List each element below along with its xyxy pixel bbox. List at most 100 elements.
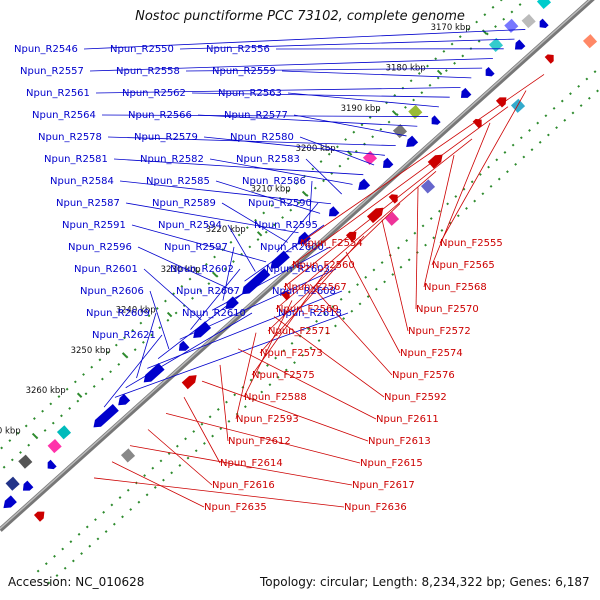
feature-box <box>504 18 519 33</box>
forward-leader-line <box>273 316 385 398</box>
feature-box-shape <box>384 211 400 226</box>
forward-leader-line <box>219 364 229 442</box>
feature-box <box>510 98 526 113</box>
forward-leader-line <box>251 267 329 376</box>
feature-box-shape <box>5 476 20 491</box>
forward-gene-label: Npun_F2555 <box>440 238 503 249</box>
kbp-tick-label: 3260 kbp <box>26 386 66 396</box>
forward-leader-line <box>201 380 369 442</box>
forward-gene-label: Npun_F2635 <box>204 502 267 513</box>
reverse-gene <box>485 67 495 77</box>
reverse-leader-line <box>143 268 202 321</box>
map-title: Nostoc punctiforme PCC 73102, complete g… <box>135 9 465 24</box>
forward-gene-label: Npun_F2565 <box>432 260 495 271</box>
feature-box-shape <box>408 104 423 120</box>
kbp-tick-mark <box>481 29 488 35</box>
kbp-tick-mark <box>166 311 173 318</box>
forward-gene-label: Npun_F2593 <box>236 414 299 425</box>
reverse-leader-line <box>215 180 321 214</box>
reverse-gene-label: Npun_R2561 <box>26 88 90 99</box>
forward-gene-label: Npun_F2575 <box>252 370 315 381</box>
reverse-gene <box>514 39 526 50</box>
feature-box <box>408 104 423 120</box>
reverse-gene-label: Npun_R2607 <box>176 286 240 297</box>
forward-gene <box>33 511 45 522</box>
reverse-gene-label: Npun_R2558 <box>116 66 180 77</box>
forward-gene-label: Npun_F2571 <box>268 326 331 337</box>
forward-gene-label: Npun_F2554 <box>300 238 363 249</box>
reverse-gene <box>47 459 57 470</box>
reverse-leader-line <box>299 136 375 166</box>
feature-box-shape <box>582 34 598 49</box>
reverse-leader-line <box>293 114 407 137</box>
forward-gene-label: Npun_F2568 <box>424 282 487 293</box>
reverse-leader-line <box>287 92 439 108</box>
forward-gene-shape <box>544 54 554 64</box>
feature-box <box>384 211 400 226</box>
feature-box-shape <box>504 18 519 33</box>
kbp-tick-mark <box>31 432 38 439</box>
kbp-tick-mark <box>256 231 263 237</box>
forward-gene <box>280 291 290 301</box>
feature-box <box>5 476 20 491</box>
feature-box <box>582 34 598 49</box>
grid-line <box>0 0 503 451</box>
forward-gene-shape <box>181 375 197 390</box>
forward-gene-label: Npun_F2592 <box>384 392 447 403</box>
reverse-leader-line <box>244 224 325 282</box>
feature-box <box>536 0 552 10</box>
forward-leader-line <box>283 138 473 288</box>
reverse-gene-label: Npun_R2601 <box>74 264 138 275</box>
reverse-leader-line <box>136 312 157 379</box>
forward-leader-line <box>309 283 393 376</box>
feature-box-shape <box>120 448 136 463</box>
reverse-gene <box>3 495 17 509</box>
reverse-gene-label: Npun_R2580 <box>230 132 294 143</box>
reverse-gene-label: Npun_R2564 <box>32 110 96 121</box>
reverse-leader-line <box>131 224 267 263</box>
reverse-leader-line <box>137 246 234 292</box>
reverse-gene-label: Npun_R2610 <box>182 308 246 319</box>
reverse-gene-label: Npun_R2557 <box>20 66 84 77</box>
reverse-gene-label: Npun_R2609 <box>86 308 150 319</box>
reverse-gene-label: Npun_R2550 <box>110 44 174 55</box>
forward-gene-label: Npun_F2569 <box>276 304 339 315</box>
feature-box <box>120 448 136 463</box>
reverse-gene <box>93 403 119 428</box>
reverse-leader-line <box>114 312 349 398</box>
kbp-tick-label: 3220 kbp <box>206 225 246 235</box>
reverse-gene-shape <box>358 178 371 191</box>
kbp-tick-label: 3180 kbp <box>386 63 426 73</box>
backbone-line <box>0 0 595 532</box>
reverse-leader-line <box>179 268 337 340</box>
forward-leader-line <box>147 429 213 486</box>
forward-gene-label: Npun_F2572 <box>408 326 471 337</box>
forward-leader-line <box>275 170 437 310</box>
reverse-gene-label: Npun_R2562 <box>122 88 186 99</box>
feature-box <box>521 14 536 29</box>
reverse-leader-line <box>107 136 396 147</box>
forward-leader-line <box>111 461 205 508</box>
forward-gene-label: Npun_F2612 <box>228 436 291 447</box>
reverse-gene-shape <box>118 393 131 406</box>
forward-gene-shape <box>427 154 443 169</box>
reverse-leader-line <box>83 29 526 50</box>
forward-leader-line <box>237 348 377 420</box>
forward-gene-shape <box>33 511 45 522</box>
reverse-gene-label: Npun_R2581 <box>44 154 108 165</box>
reverse-gene-shape <box>431 115 441 125</box>
reverse-gene-label: Npun_R2603 <box>266 264 330 275</box>
reverse-gene-shape <box>460 87 472 98</box>
feature-box-shape <box>521 14 536 29</box>
forward-gene-label: Npun_F2570 <box>416 304 479 315</box>
reverse-leader-line <box>125 202 299 234</box>
reverse-leader-line <box>308 180 313 224</box>
kbp-tick-label: 3210 kbp <box>251 184 291 194</box>
reverse-gene-label: Npun_R2597 <box>164 242 228 253</box>
reverse-gene-label: Npun_R2586 <box>242 176 306 187</box>
reverse-leader-line <box>190 268 241 330</box>
forward-gene-shape <box>388 194 398 204</box>
kbp-tick-label: 3240 kbp <box>116 306 156 316</box>
reverse-gene <box>328 206 340 217</box>
